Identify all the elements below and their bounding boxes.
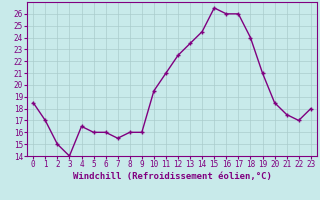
- X-axis label: Windchill (Refroidissement éolien,°C): Windchill (Refroidissement éolien,°C): [73, 172, 271, 181]
